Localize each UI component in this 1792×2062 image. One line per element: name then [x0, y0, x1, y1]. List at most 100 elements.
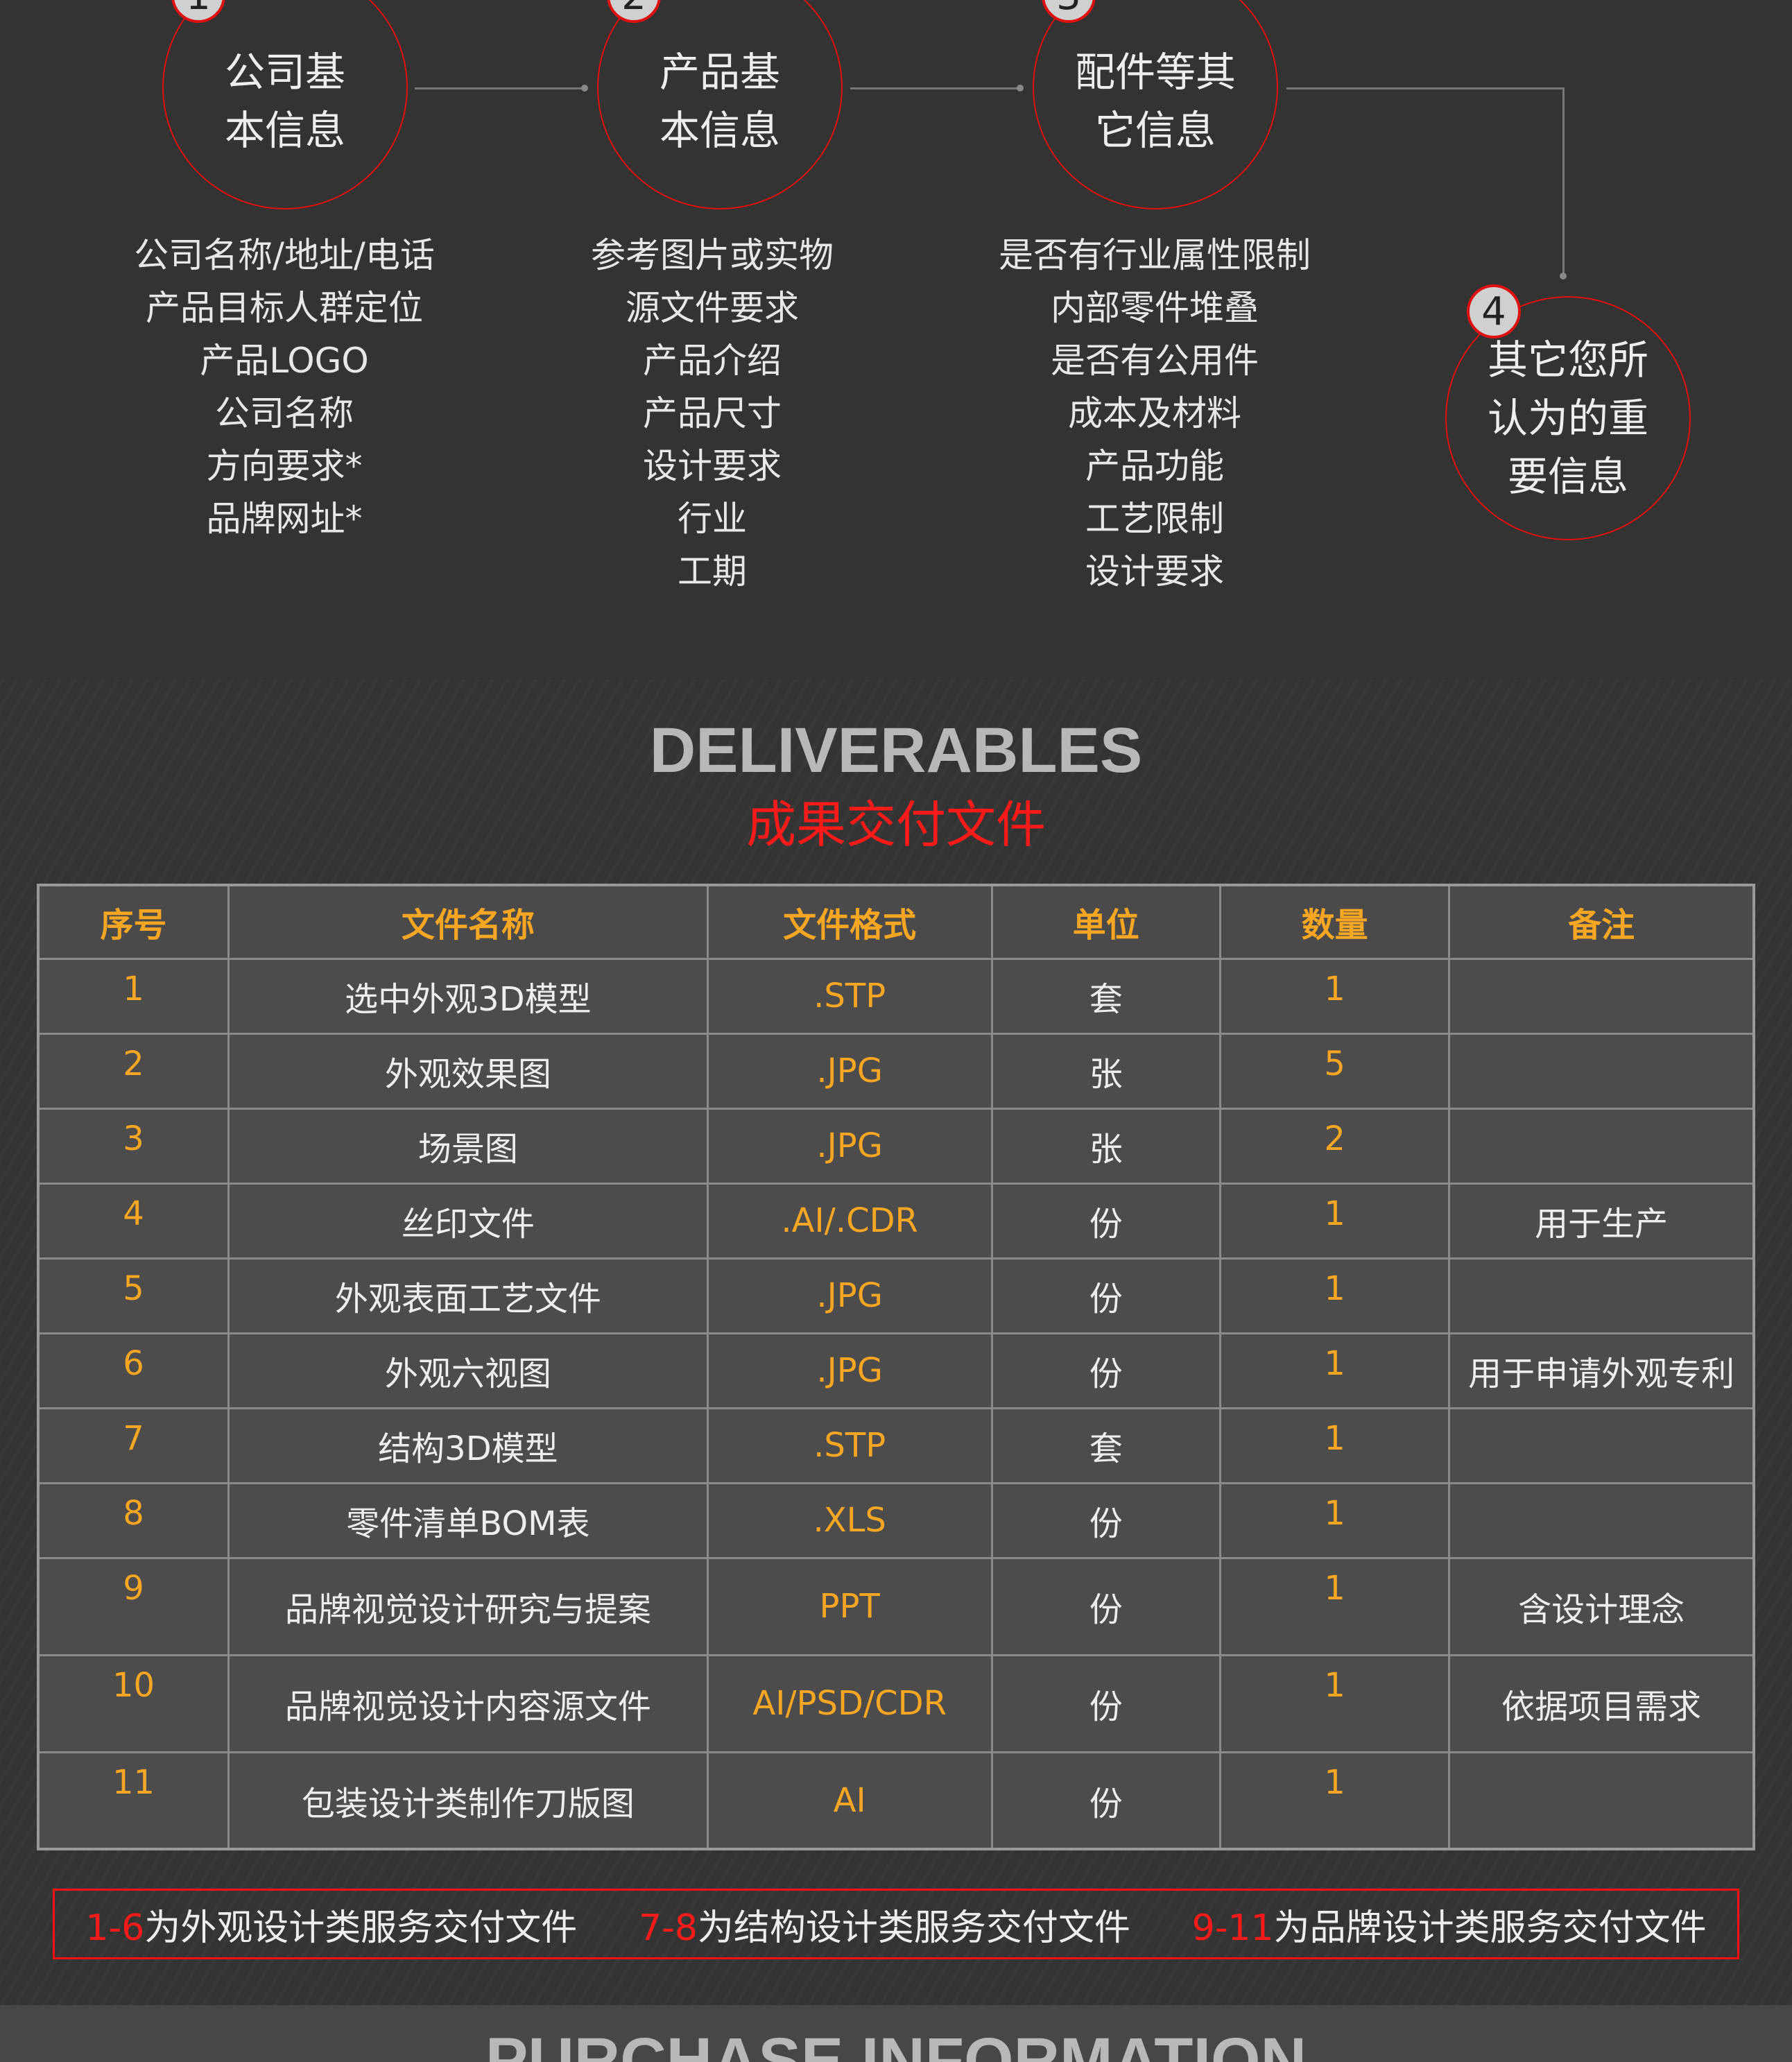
table-cell: 5 [37, 1257, 230, 1334]
list-item: 工艺限制 [1085, 499, 1224, 539]
list-item: 工期 [678, 551, 747, 592]
table-cell [1448, 1032, 1755, 1110]
table-cell: 1 [1218, 957, 1451, 1035]
table-cell: 依据项目需求 [1448, 1653, 1755, 1753]
table-cell: 零件清单BOM表 [227, 1481, 709, 1559]
table-cell [1448, 1107, 1755, 1185]
table-cell: 份 [990, 1751, 1221, 1850]
deliverables-note: 1-6为外观设计类服务交付文件 7-8为结构设计类服务交付文件 9-11为品牌设计类… [53, 1889, 1739, 1959]
step-badge: 4 [1467, 284, 1521, 338]
list-item: 设计要求 [643, 446, 782, 486]
table-cell: 份 [990, 1653, 1221, 1753]
list-item: 产品LOGO [200, 341, 369, 381]
table-row: 5 外观表面工艺文件 .JPG 份 1 [37, 1257, 1755, 1334]
step-title: 其它您所认为的重要信息 [1487, 336, 1648, 500]
list-item: 品牌网址* [206, 499, 363, 539]
section-title: DELIVERABLES [649, 715, 1143, 786]
table-cell: 结构3D模型 [227, 1407, 709, 1484]
table-cell: 张 [990, 1032, 1221, 1110]
table-cell: 份 [990, 1332, 1221, 1409]
table-cell [1448, 1407, 1755, 1484]
table-cell: 外观表面工艺文件 [227, 1257, 709, 1334]
table-cell: 张 [990, 1107, 1221, 1185]
column-header: 数量 [1218, 884, 1451, 960]
table-cell: 份 [990, 1556, 1221, 1656]
table-cell [1448, 957, 1755, 1035]
table-cell: 7 [37, 1407, 230, 1484]
step-3-list: 是否有行业属性限制 内部零件堆叠 是否有公用件 成本及材料 产品功能 工艺限制 设计要求 [947, 229, 1363, 598]
table-row: 11 包装设计类制作刀版图 AI 份 1 [37, 1751, 1755, 1850]
table-cell: 1 [1218, 1481, 1451, 1559]
note-range: 7-8 [638, 1907, 698, 1949]
table-cell: .JPG [706, 1107, 993, 1185]
connector-line [1562, 87, 1565, 275]
table-cell: 1 [1218, 1556, 1451, 1656]
connector-dot [1560, 273, 1567, 280]
list-item: 产品介绍 [643, 341, 782, 381]
table-cell: .AI/.CDR [706, 1182, 993, 1260]
list-item: 产品尺寸 [643, 393, 782, 433]
table-cell: .JPG [706, 1032, 993, 1110]
connector-line [1286, 87, 1564, 89]
table-cell: 4 [37, 1182, 230, 1260]
table-cell: 8 [37, 1481, 230, 1559]
step-2-list: 参考图片或实物 源文件要求 产品介绍 产品尺寸 设计要求 行业 工期 [504, 229, 920, 598]
note-range: 1-6 [85, 1907, 145, 1949]
table-cell: 1 [1218, 1182, 1451, 1260]
table-cell: 包装设计类制作刀版图 [227, 1751, 709, 1850]
table-cell: 份 [990, 1481, 1221, 1559]
table-cell: 外观六视图 [227, 1332, 709, 1409]
table-cell: 份 [990, 1182, 1221, 1260]
table-cell: 选中外观3D模型 [227, 957, 709, 1035]
table-row: 10 品牌视觉设计内容源文件 AI/PSD/CDR 份 1 依据项目需求 [37, 1653, 1755, 1753]
table-cell: 1 [37, 957, 230, 1035]
table-cell: 1 [1218, 1332, 1451, 1409]
connector-dot [1017, 85, 1024, 92]
note-item: 9-11为品牌设计类服务交付文件 [1192, 1898, 1707, 1950]
table-row: 3 场景图 .JPG 张 2 [37, 1107, 1755, 1185]
list-item: 源文件要求 [626, 288, 799, 328]
table-cell: 11 [37, 1751, 230, 1850]
step-title: 公司基本信息 [224, 49, 345, 154]
table-cell: .JPG [706, 1332, 993, 1409]
list-item: 公司名称/地址/电话 [134, 235, 435, 275]
table-cell: 1 [1218, 1653, 1451, 1753]
table-cell: 1 [1218, 1407, 1451, 1484]
table-cell: 6 [37, 1332, 230, 1409]
table-cell [1448, 1481, 1755, 1559]
note-range: 9-11 [1191, 1907, 1274, 1949]
table-cell: 10 [37, 1653, 230, 1753]
table-cell: 用于生产 [1448, 1182, 1755, 1260]
list-item: 内部零件堆叠 [1051, 288, 1259, 328]
table-cell: 1 [1218, 1751, 1451, 1850]
table-cell: 9 [37, 1556, 230, 1656]
note-item: 7-8为结构设计类服务交付文件 [639, 1898, 1130, 1950]
list-item: 是否有行业属性限制 [999, 235, 1311, 275]
list-item: 是否有公用件 [1051, 341, 1259, 381]
column-header: 文件名称 [227, 884, 709, 960]
table-cell: .XLS [706, 1481, 993, 1559]
table-cell: 套 [990, 1407, 1221, 1484]
purchase-section: PURCHASE INFORMATION [0, 2005, 1792, 2062]
deliverables-table: 序号 文件名称 文件格式 单位 数量 备注 1 选中外观3D模型 .STP 套 1 2 外观效果图 .J… [37, 884, 1755, 1850]
table-cell: 丝印文件 [227, 1182, 709, 1260]
step-1-list: 公司名称/地址/电话 产品目标人群定位 产品LOGO 公司名称 方向要求* 品牌网址* [76, 229, 492, 545]
connector-dot [581, 85, 588, 92]
table-row: 9 品牌视觉设计研究与提案 PPT 份 1 含设计理念 [37, 1556, 1755, 1656]
table-cell: 外观效果图 [227, 1032, 709, 1110]
column-header: 文件格式 [706, 884, 993, 960]
table-cell: 1 [1218, 1257, 1451, 1334]
column-header: 序号 [37, 884, 230, 960]
table-cell: 品牌视觉设计内容源文件 [227, 1653, 709, 1753]
list-item: 设计要求 [1085, 551, 1224, 592]
connector-line [415, 87, 585, 89]
table-cell: .STP [706, 957, 993, 1035]
table-cell: 套 [990, 957, 1221, 1035]
table-cell: .STP [706, 1407, 993, 1484]
note-text: 为结构设计类服务交付文件 [697, 1907, 1130, 1949]
table-cell: 5 [1218, 1032, 1451, 1110]
table-row: 2 外观效果图 .JPG 张 5 [37, 1032, 1755, 1110]
column-header: 单位 [990, 884, 1221, 960]
step-1-circle: 公司基本信息 [162, 0, 408, 209]
table-row: 1 选中外观3D模型 .STP 套 1 [37, 957, 1755, 1035]
